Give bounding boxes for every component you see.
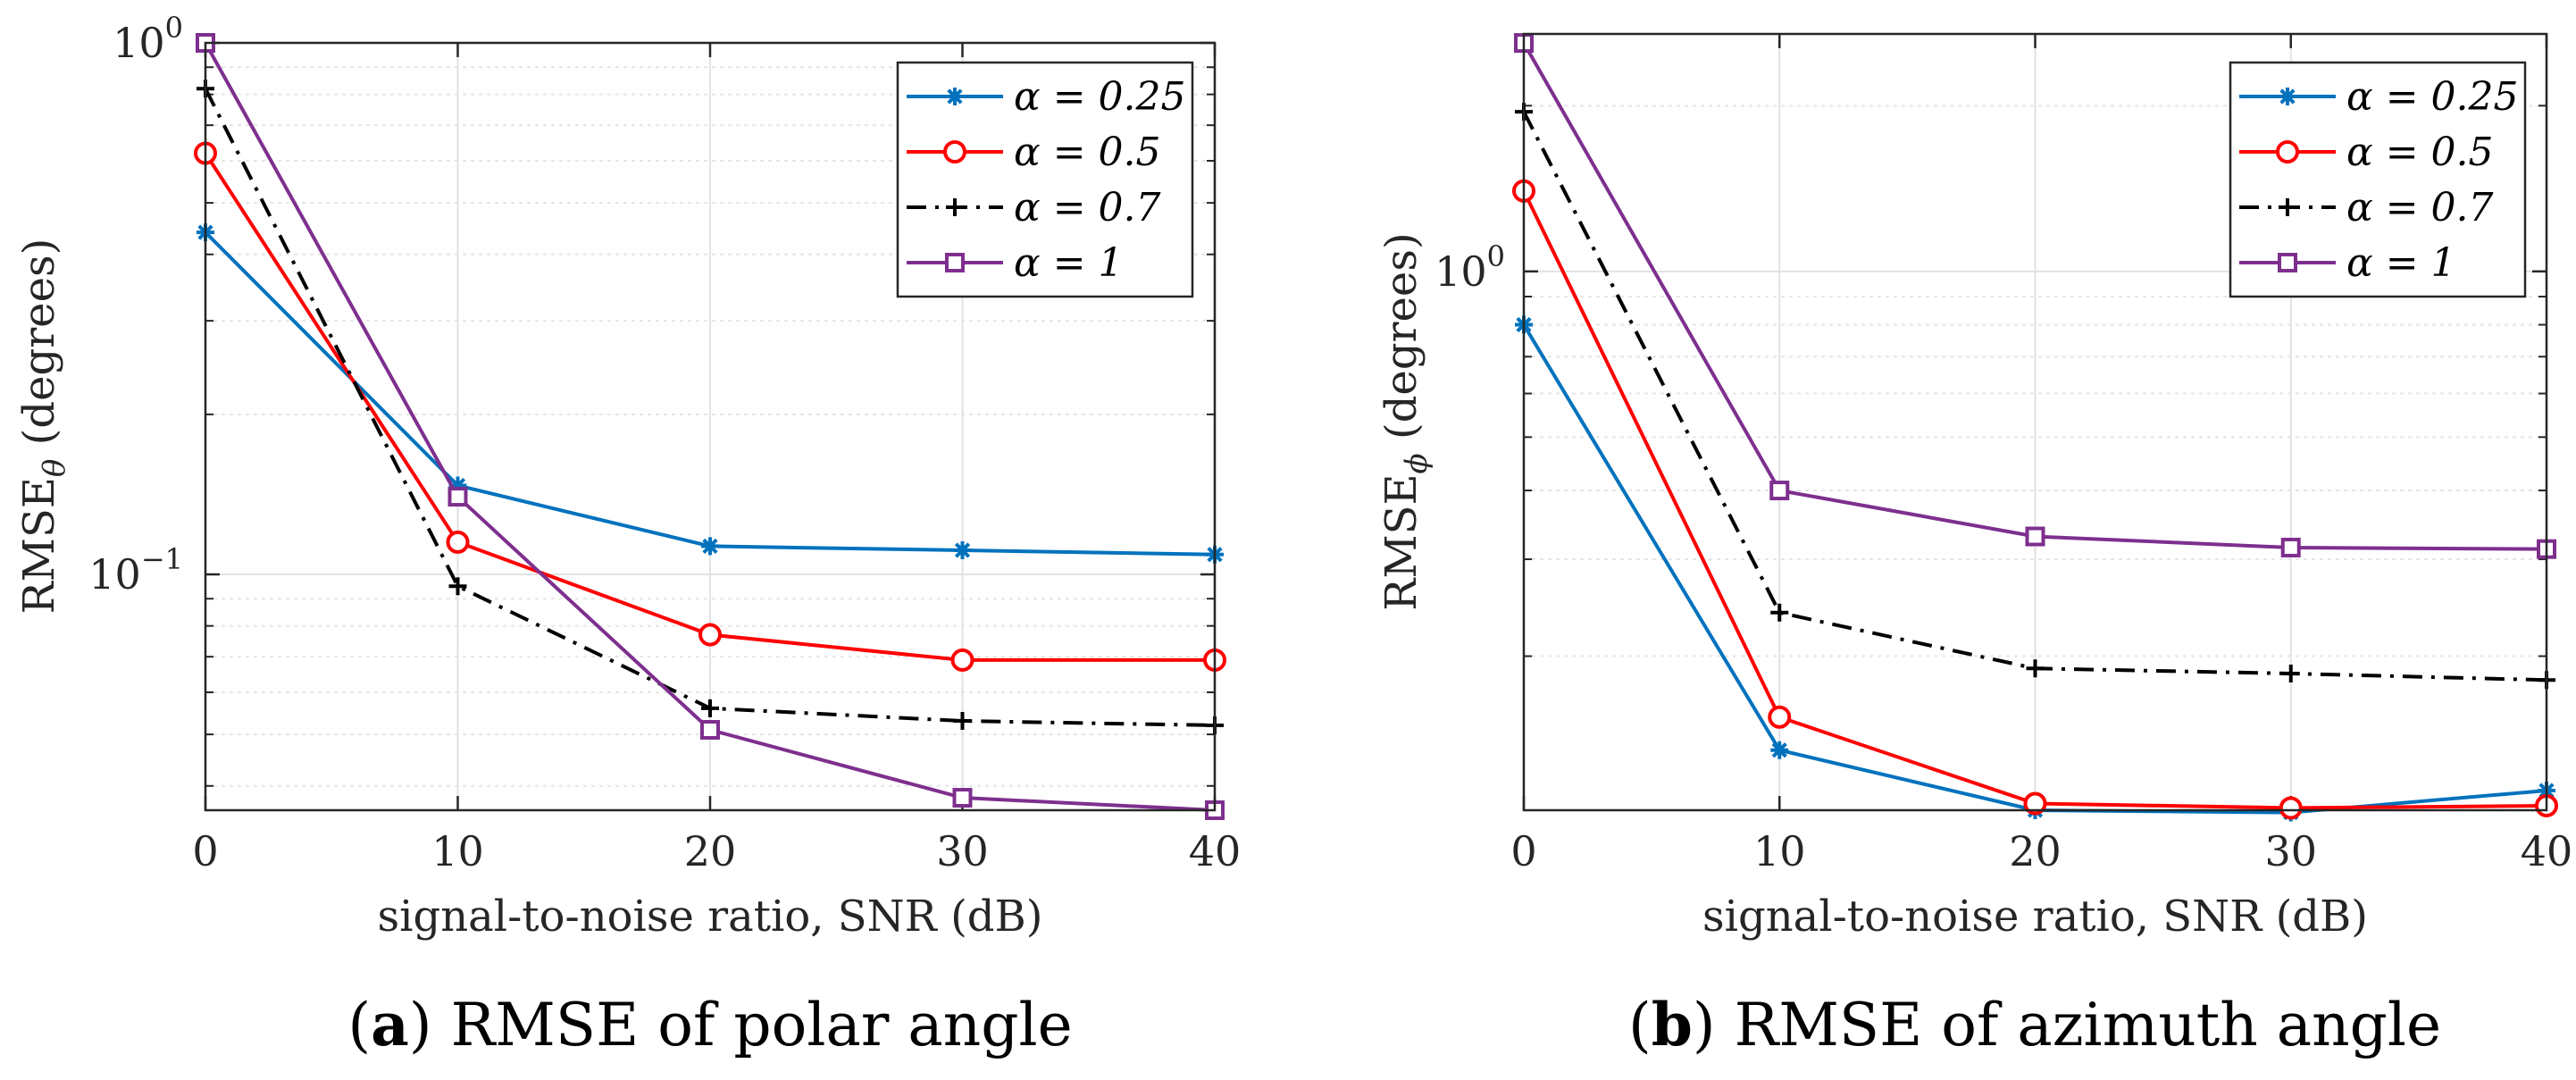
circle-marker	[943, 140, 966, 163]
legend: α = 0.25 α = 0.5 α = 0.7 α = 1	[2229, 61, 2527, 298]
circle-marker	[950, 648, 974, 672]
axes-frame	[204, 41, 1217, 812]
circle-marker	[2276, 140, 2299, 163]
x-tick-label: 0	[192, 827, 218, 875]
asterisk-marker	[2279, 88, 2296, 105]
square-marker	[952, 788, 973, 808]
subfigure-caption: (b) RMSE of azimuth angle	[1628, 990, 2441, 1059]
legend-entry: α = 1	[2346, 240, 2456, 286]
subfigure-caption: (a) RMSE of polar angle	[347, 990, 1072, 1059]
y-tick-label: 10−1	[88, 542, 183, 599]
plus-marker	[1770, 603, 1789, 622]
square-marker	[2025, 526, 2045, 547]
asterisk-marker	[946, 88, 964, 105]
y-tick-label: 100	[113, 11, 183, 67]
asterisk-marker	[448, 476, 467, 495]
legend-entry: α = 0.7	[1014, 185, 1161, 230]
legend-entry: α = 0.5	[1014, 130, 1161, 175]
legend-entry: α = 0.7	[2346, 185, 2494, 230]
legend: α = 0.25 α = 0.5 α = 0.7 α = 1	[896, 61, 1194, 298]
legend-entry: α = 0.5	[2346, 130, 2494, 175]
series-2	[1515, 103, 2555, 690]
series-1	[194, 141, 1226, 672]
y-axis-label: RMSEϕ (degrees)	[1376, 232, 1434, 610]
square-marker	[1769, 481, 1790, 501]
square-marker	[2280, 537, 2301, 557]
x-axis-label: signal-to-noise ratio, SNR (dB)	[377, 892, 1042, 942]
square-marker	[700, 719, 720, 740]
x-axis-label: signal-to-noise ratio, SNR (dB)	[1702, 892, 2368, 942]
legend-entry: α = 0.25	[1014, 74, 1186, 120]
circle-marker	[2023, 791, 2047, 816]
series-1	[1512, 179, 2558, 820]
square-marker	[945, 253, 965, 272]
x-tick-label: 20	[684, 827, 737, 875]
square-marker	[447, 487, 468, 507]
plus-marker	[2026, 659, 2045, 678]
series-3	[1514, 33, 2556, 559]
x-tick-label: 10	[1753, 827, 1806, 875]
x-tick-label: 0	[1510, 827, 1536, 875]
plus-marker	[701, 699, 719, 717]
plus-marker	[2279, 198, 2296, 216]
circle-marker	[446, 530, 470, 554]
circle-marker	[2279, 796, 2303, 820]
x-tick-label: 40	[1189, 827, 1242, 875]
plus-marker	[448, 577, 467, 596]
plus-marker	[953, 712, 972, 731]
square-marker	[2278, 253, 2297, 272]
legend-entry: α = 0.25	[2346, 74, 2519, 120]
chart-b: 100 0 10 20 30 40 α = 0.25 α = 0.5 α = 0.7 α = 1 s…	[1376, 32, 2573, 1059]
asterisk-marker	[1770, 741, 1789, 759]
asterisk-marker	[701, 537, 719, 556]
x-tick-label: 40	[2521, 827, 2573, 875]
x-tick-label: 20	[2009, 827, 2062, 875]
x-tick-label: 30	[2264, 827, 2317, 875]
plus-marker	[2281, 664, 2300, 682]
x-tick-label: 10	[431, 827, 484, 875]
axes-frame	[1522, 32, 2548, 812]
circle-marker	[1768, 705, 1792, 729]
plus-marker	[946, 198, 964, 216]
circle-marker	[698, 623, 722, 647]
y-tick-label: 100	[1434, 239, 1505, 296]
x-tick-label: 30	[936, 827, 989, 875]
legend-entry: α = 1	[1014, 240, 1124, 286]
asterisk-marker	[953, 541, 972, 560]
y-axis-label: RMSEθ (degrees)	[14, 239, 72, 615]
